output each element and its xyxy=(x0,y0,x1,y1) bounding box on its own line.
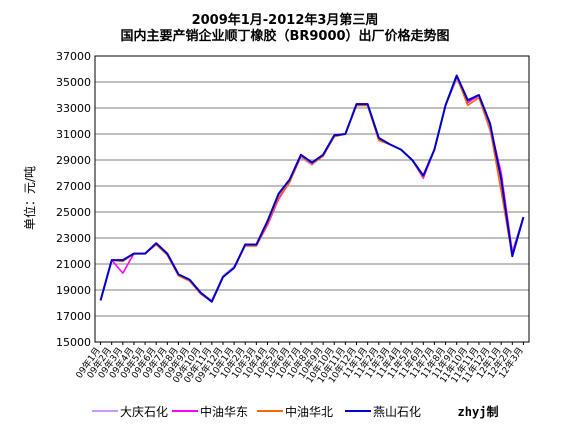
legend-label-3: 燕山石化 xyxy=(373,405,421,419)
y-tick-label: 29000 xyxy=(56,154,91,167)
y-tick-label: 37000 xyxy=(56,50,91,63)
series-lines xyxy=(99,74,525,303)
x-axis-ticks: 09年1月09年2月09年3月09年4月09年5月09年6月09年7月09年8月… xyxy=(73,342,526,385)
y-tick-label: 19000 xyxy=(56,284,91,297)
series-line-1 xyxy=(99,76,525,303)
legend-label-2: 中油华北 xyxy=(285,404,333,419)
y-tick-label: 23000 xyxy=(56,232,91,245)
legend: 大庆石化 中油华东 中油华北 燕山石化 xyxy=(92,404,421,419)
y-tick-label: 15000 xyxy=(56,336,91,349)
y-tick-label: 33000 xyxy=(56,102,91,115)
legend-label-1: 中油华东 xyxy=(200,404,248,419)
y-axis-label: 单位：元/吨 xyxy=(22,166,37,230)
chart-title: 2009年1月-2012年3月第三周 xyxy=(192,12,379,28)
grid xyxy=(95,81,529,317)
plot-frame xyxy=(94,55,530,343)
y-tick-label: 25000 xyxy=(56,206,91,219)
y-tick-label: 21000 xyxy=(56,258,91,271)
credit-label: zhyj制 xyxy=(458,404,499,419)
y-tick-label: 31000 xyxy=(56,128,91,141)
series-line-2 xyxy=(99,76,525,303)
series-line-3 xyxy=(99,74,525,303)
series-line-0 xyxy=(99,78,525,302)
y-tick-label: 35000 xyxy=(56,76,91,89)
y-tick-label: 17000 xyxy=(56,310,91,323)
legend-label-0: 大庆石化 xyxy=(120,405,168,419)
chart-subtitle: 国内主要产销企业顺丁橡胶（BR9000）出厂价格走势图 xyxy=(120,28,449,44)
y-axis-ticks: 15000 17000 19000 21000 23000 25000 27000 29000… xyxy=(56,50,91,349)
y-tick-label: 27000 xyxy=(56,180,91,193)
